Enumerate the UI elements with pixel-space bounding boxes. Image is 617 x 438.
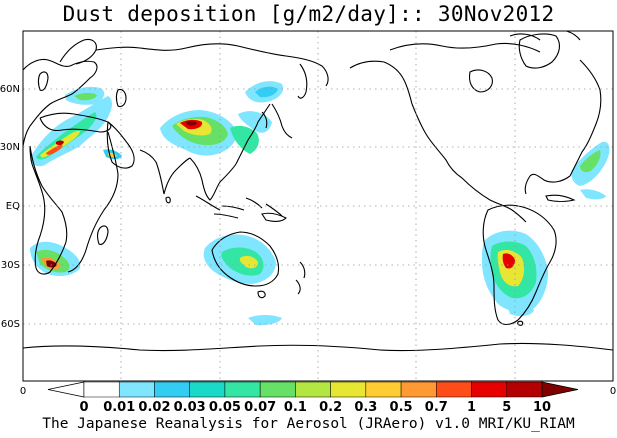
- coastline-arabia: [106, 121, 135, 169]
- colorbar-swatch: [189, 381, 226, 398]
- dust-region-patagonia: [505, 299, 534, 317]
- coastline-madagascar: [97, 225, 109, 245]
- lat-label-60s: 60S: [1, 319, 20, 330]
- coastline-australia: [211, 231, 280, 287]
- dust-region-sahara-dark: [56, 140, 64, 146]
- colorbar-tick-label: 0.02: [138, 400, 170, 415]
- colorbar-swatch: [330, 381, 367, 398]
- colorbar-tick-label: 0.7: [425, 400, 448, 415]
- colorbar-over-triangle: [541, 381, 579, 398]
- coastline-china: [235, 103, 271, 165]
- colorbar-tick-label: 0.1: [284, 400, 307, 415]
- colorbar-tick-label: 0: [79, 400, 88, 415]
- coastline-greenland: [518, 33, 561, 69]
- dust-region-east-china-low: [238, 111, 272, 133]
- coastline-falklands: [517, 320, 524, 326]
- coastline-na-west: [411, 103, 463, 179]
- colorbar-tick-label: 0.5: [390, 400, 413, 415]
- colorbar-swatch: [259, 381, 296, 398]
- colorbar: 0 0.01 0.02 0.03 0.05 0.07 0.1 0.2 0.3 0.5 0.7 1 5 10: [47, 381, 579, 415]
- coastline-central-america: [461, 177, 527, 223]
- dust-region-east-china: [230, 125, 259, 154]
- coastline-europe: [23, 58, 98, 147]
- colorbar-swatch: [436, 381, 472, 398]
- credit-line: The Japanese Reanalysis for Aerosol (JRA…: [42, 416, 575, 432]
- dust-region-namerica-green: [580, 150, 601, 173]
- lat-label-eq: EQ: [6, 201, 20, 212]
- colorbar-swatch: [224, 381, 261, 398]
- dust-region-arabia-green: [74, 92, 97, 101]
- coastline-gulf-mexico: [524, 173, 571, 195]
- colorbar-tick-label: 5: [502, 400, 511, 415]
- coastline-sri-lanka: [165, 196, 171, 204]
- colorbar-under-triangle: [47, 381, 85, 398]
- coastline-kamchatka: [297, 63, 308, 99]
- colorbar-tick-label: 1: [467, 400, 476, 415]
- colorbar-swatch: [506, 381, 543, 398]
- coastline-tasmania: [257, 290, 266, 299]
- coastline-africa-east: [67, 131, 119, 273]
- coastline-alaska: [349, 60, 413, 105]
- coastline-africa: [29, 145, 68, 275]
- colorbar-tick-label: 0.05: [209, 400, 241, 415]
- dust-region-mexico: [580, 189, 606, 200]
- dust-deposition-shading: [30, 81, 610, 326]
- coastline-uk: [37, 71, 49, 91]
- colorbar-swatch: [118, 381, 155, 398]
- coastline-new-guinea: [261, 212, 287, 222]
- dust-region-asia-dark: [186, 120, 197, 126]
- colorbar-swatch: [471, 381, 508, 398]
- coastline-na-east: [569, 59, 602, 177]
- coastline-scandinavia: [59, 38, 97, 65]
- colorbar-tick-label: 0.01: [103, 400, 135, 415]
- coastline-new-zealand: [295, 261, 306, 295]
- colorbar-tick-label: 0.07: [244, 400, 276, 415]
- coastline-mediterranean: [39, 112, 112, 133]
- coastline-indonesia: [195, 195, 283, 219]
- dust-region-sahara-red: [46, 144, 63, 155]
- colorbar-swatch: [365, 381, 402, 398]
- map-title: Dust deposition [g/m2/day]:: 30Nov2012: [62, 2, 555, 26]
- coastline-russia-north: [95, 43, 329, 87]
- colorbar-swatch: [400, 381, 437, 398]
- lat-label-30s: 30S: [1, 260, 20, 271]
- coastlines: [23, 31, 613, 352]
- coastline-caspian: [115, 88, 127, 108]
- colorbar-swatch: [83, 381, 120, 398]
- lat-label-60n: 60N: [0, 84, 20, 95]
- map-grid: [23, 31, 613, 381]
- coastline-korea-japan: [261, 103, 293, 139]
- coastline-canada-arctic: [389, 31, 581, 53]
- coastline-se-asia: [189, 157, 237, 201]
- coastline-hudson-bay: [468, 69, 493, 93]
- map-frame: [22, 30, 614, 382]
- colorbar-tick-label: 0.03: [174, 400, 206, 415]
- colorbar-tick-label: 0.3: [354, 400, 377, 415]
- corner-label-left: 0: [20, 386, 26, 397]
- colorbar-tick-label: 0.2: [319, 400, 342, 415]
- corner-label-right: 0: [610, 386, 616, 397]
- coastline-india: [139, 149, 191, 195]
- dust-region-samerica-red: [502, 253, 515, 269]
- coastline-south-america: [482, 204, 557, 326]
- colorbar-tick-label: 10: [533, 400, 551, 415]
- lat-label-30n: 30N: [0, 142, 20, 153]
- colorbar-swatch: [295, 381, 331, 398]
- coastline-cuba: [545, 194, 576, 203]
- latitude-labels: 60N 30N EQ 30S 60S: [0, 84, 20, 330]
- coastline-antarctica: [23, 342, 613, 352]
- colorbar-swatch: [154, 381, 190, 398]
- dust-region-antarctic-streak: [248, 315, 282, 326]
